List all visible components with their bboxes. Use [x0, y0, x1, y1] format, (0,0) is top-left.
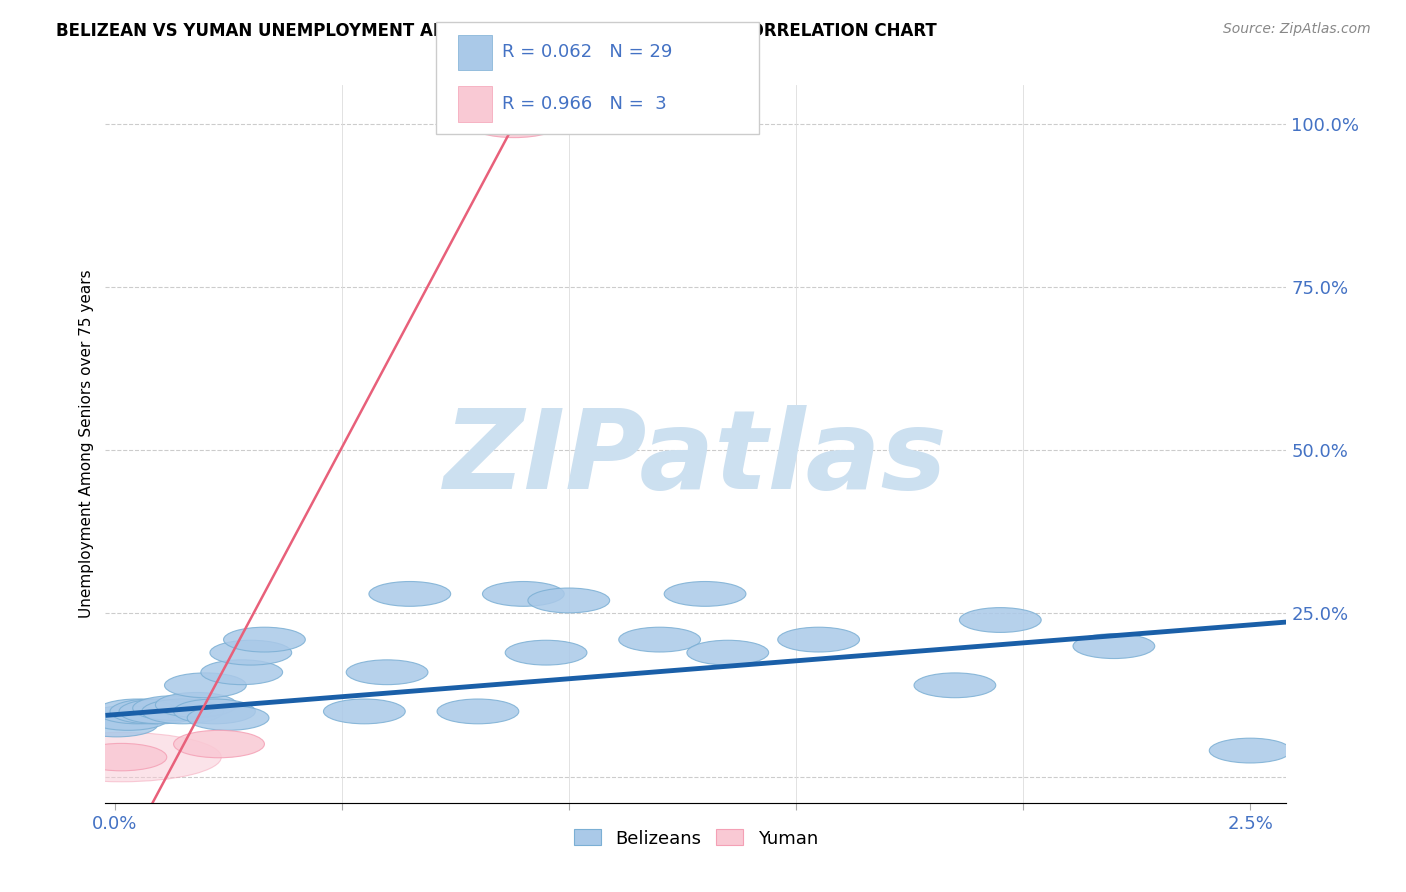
Ellipse shape [209, 640, 291, 665]
Ellipse shape [224, 627, 305, 652]
Ellipse shape [437, 699, 519, 723]
Ellipse shape [87, 706, 169, 731]
Legend: Belizeans, Yuman: Belizeans, Yuman [567, 822, 825, 855]
Ellipse shape [110, 699, 191, 723]
Ellipse shape [468, 111, 560, 137]
Ellipse shape [132, 696, 215, 721]
Ellipse shape [76, 743, 167, 771]
Ellipse shape [482, 582, 564, 607]
Ellipse shape [619, 627, 700, 652]
Ellipse shape [368, 582, 451, 607]
Ellipse shape [527, 588, 610, 613]
Ellipse shape [959, 607, 1042, 632]
Ellipse shape [1073, 633, 1154, 658]
Ellipse shape [778, 627, 859, 652]
Ellipse shape [173, 731, 264, 758]
Text: BELIZEAN VS YUMAN UNEMPLOYMENT AMONG SENIORS OVER 75 YEARS CORRELATION CHART: BELIZEAN VS YUMAN UNEMPLOYMENT AMONG SEN… [56, 22, 936, 40]
Ellipse shape [323, 699, 405, 723]
Ellipse shape [187, 706, 269, 731]
Text: Source: ZipAtlas.com: Source: ZipAtlas.com [1223, 22, 1371, 37]
Ellipse shape [165, 673, 246, 698]
Ellipse shape [120, 699, 201, 723]
Ellipse shape [1209, 739, 1291, 763]
Text: R = 0.062   N = 29: R = 0.062 N = 29 [502, 44, 672, 62]
Text: ZIPatlas: ZIPatlas [444, 405, 948, 512]
Ellipse shape [156, 692, 238, 717]
Ellipse shape [142, 699, 224, 723]
Ellipse shape [688, 640, 769, 665]
Ellipse shape [173, 699, 256, 723]
Ellipse shape [76, 712, 157, 737]
Ellipse shape [664, 582, 747, 607]
Ellipse shape [21, 732, 221, 781]
Ellipse shape [201, 660, 283, 685]
Text: R = 0.966   N =  3: R = 0.966 N = 3 [502, 95, 666, 112]
Ellipse shape [97, 699, 179, 723]
Ellipse shape [914, 673, 995, 698]
Ellipse shape [505, 640, 586, 665]
Y-axis label: Unemployment Among Seniors over 75 years: Unemployment Among Seniors over 75 years [79, 269, 94, 618]
Ellipse shape [346, 660, 427, 685]
